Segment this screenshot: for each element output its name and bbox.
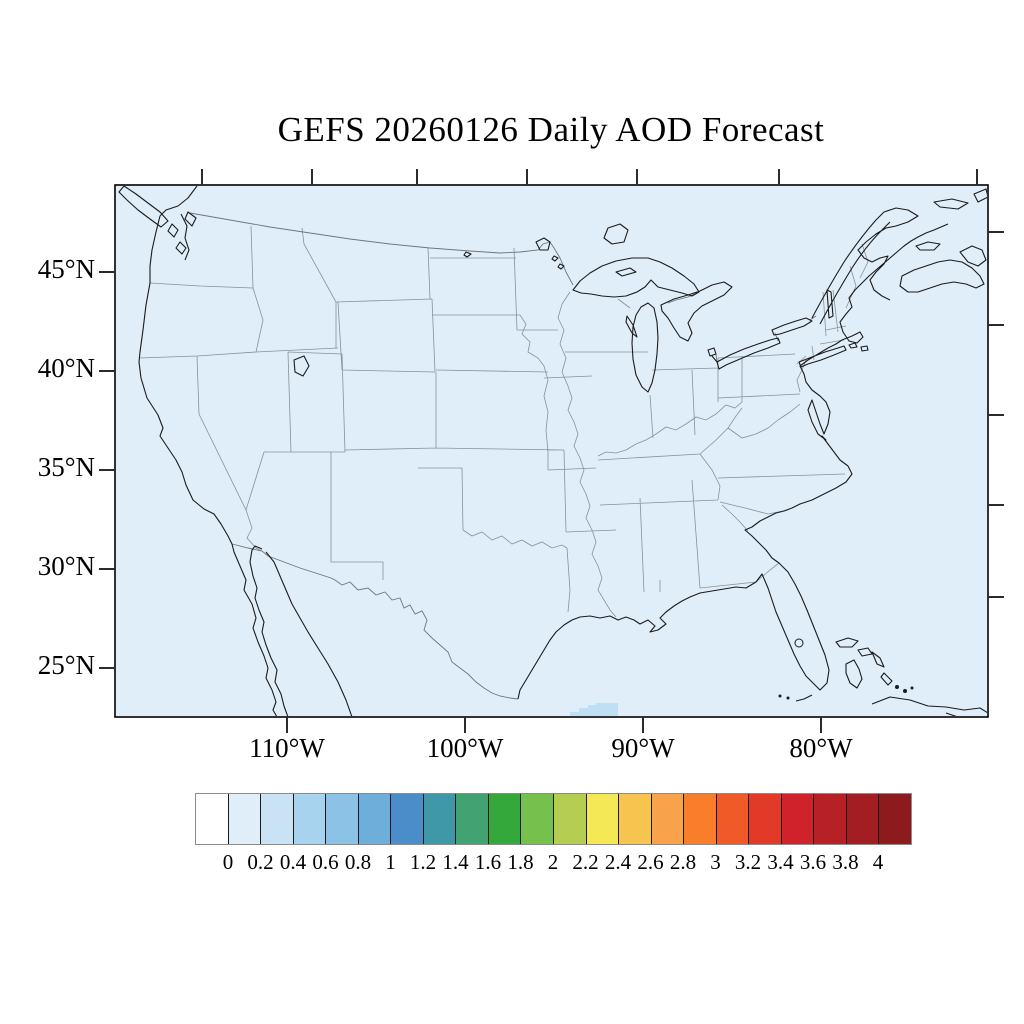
colorbar-swatch [715, 794, 749, 844]
colorbar-tick-label: 2.4 [604, 850, 632, 874]
axis-ticks [99, 169, 1004, 733]
lat-tick-label: 25°N [37, 650, 95, 680]
colorbar-swatch [357, 794, 391, 844]
colorbar-tick-label: 1.8 [507, 850, 534, 874]
colorbar-swatch [325, 794, 358, 844]
colorbar-tick-label: 2 [547, 850, 559, 874]
colorbar-swatch [422, 794, 456, 844]
island-dot [778, 694, 782, 698]
map-frame [114, 184, 989, 718]
lat-tick-label: 35°N [37, 452, 95, 482]
colorbar-swatch [585, 794, 619, 844]
colorbar-tick-label: 2.8 [669, 850, 697, 874]
colorbar-tick-label: 2.2 [572, 850, 599, 874]
colorbar-tick-label: 0.4 [279, 850, 307, 874]
colorbar-tick-label: 1.2 [409, 850, 437, 874]
colorbar-tick-label: 0.6 [312, 850, 339, 874]
colorbar-swatch [553, 794, 586, 844]
colorbar-swatch [845, 794, 879, 844]
lat-tick-label: 30°N [37, 551, 95, 581]
colorbar-swatch [748, 794, 781, 844]
colorbar-swatch [683, 794, 716, 844]
colorbar-tick-label: 0.2 [247, 850, 274, 874]
colorbar-tick-label: 3.6 [799, 850, 827, 874]
island-dot [903, 689, 907, 693]
coastlines [118, 186, 987, 716]
island-dot [786, 696, 790, 700]
colorbar-tick-label: 3.8 [832, 850, 859, 874]
colorbar-tick-label: 3.4 [767, 850, 794, 874]
colorbar-tick-label: 0 [222, 850, 234, 874]
colorbar-tick-label: 3.2 [734, 850, 762, 874]
plot-title: GEFS 20260126 Daily AOD Forecast [277, 110, 825, 149]
colorbar-swatch [196, 794, 228, 844]
colorbar-swatch [650, 794, 684, 844]
aod-patch [570, 703, 618, 716]
colorbar-swatch [292, 794, 326, 844]
colorbar-swatch [813, 794, 846, 844]
colorbar-swatch [487, 794, 521, 844]
lon-tick-label: 110°W [249, 733, 325, 763]
island-dot [910, 686, 914, 690]
lat-tick-label: 45°N [37, 254, 95, 284]
colorbar-tick-label: 2.6 [637, 850, 664, 874]
map-background [116, 186, 987, 716]
colorbar-swatch [390, 794, 423, 844]
colorbar-tick-label: 0.8 [344, 850, 372, 874]
lake-okeechobee [794, 638, 804, 648]
colorbar [195, 793, 912, 845]
national-borders [189, 212, 817, 700]
colorbar-tick-label: 1 [385, 850, 396, 874]
colorbar-tick-label: 1.4 [442, 850, 469, 874]
lat-tick-label: 40°N [37, 353, 95, 383]
lon-tick-label: 100°W [426, 733, 504, 763]
colorbar-swatch [878, 794, 912, 844]
colorbar-swatch [520, 794, 554, 844]
colorbar-swatch [618, 794, 651, 844]
colorbar-tick-label: 3 [710, 850, 721, 874]
state-boundaries [138, 225, 869, 618]
colorbar-tick-label: 4 [872, 850, 884, 874]
colorbar-swatch [260, 794, 293, 844]
lon-tick-label: 80°W [789, 733, 853, 763]
colorbar-swatch [455, 794, 488, 844]
island-dot [895, 685, 899, 689]
lon-tick-label: 90°W [611, 733, 675, 763]
colorbar-swatch [227, 794, 261, 844]
colorbar-tick-label: 1.6 [474, 850, 502, 874]
colorbar-swatch [780, 794, 814, 844]
